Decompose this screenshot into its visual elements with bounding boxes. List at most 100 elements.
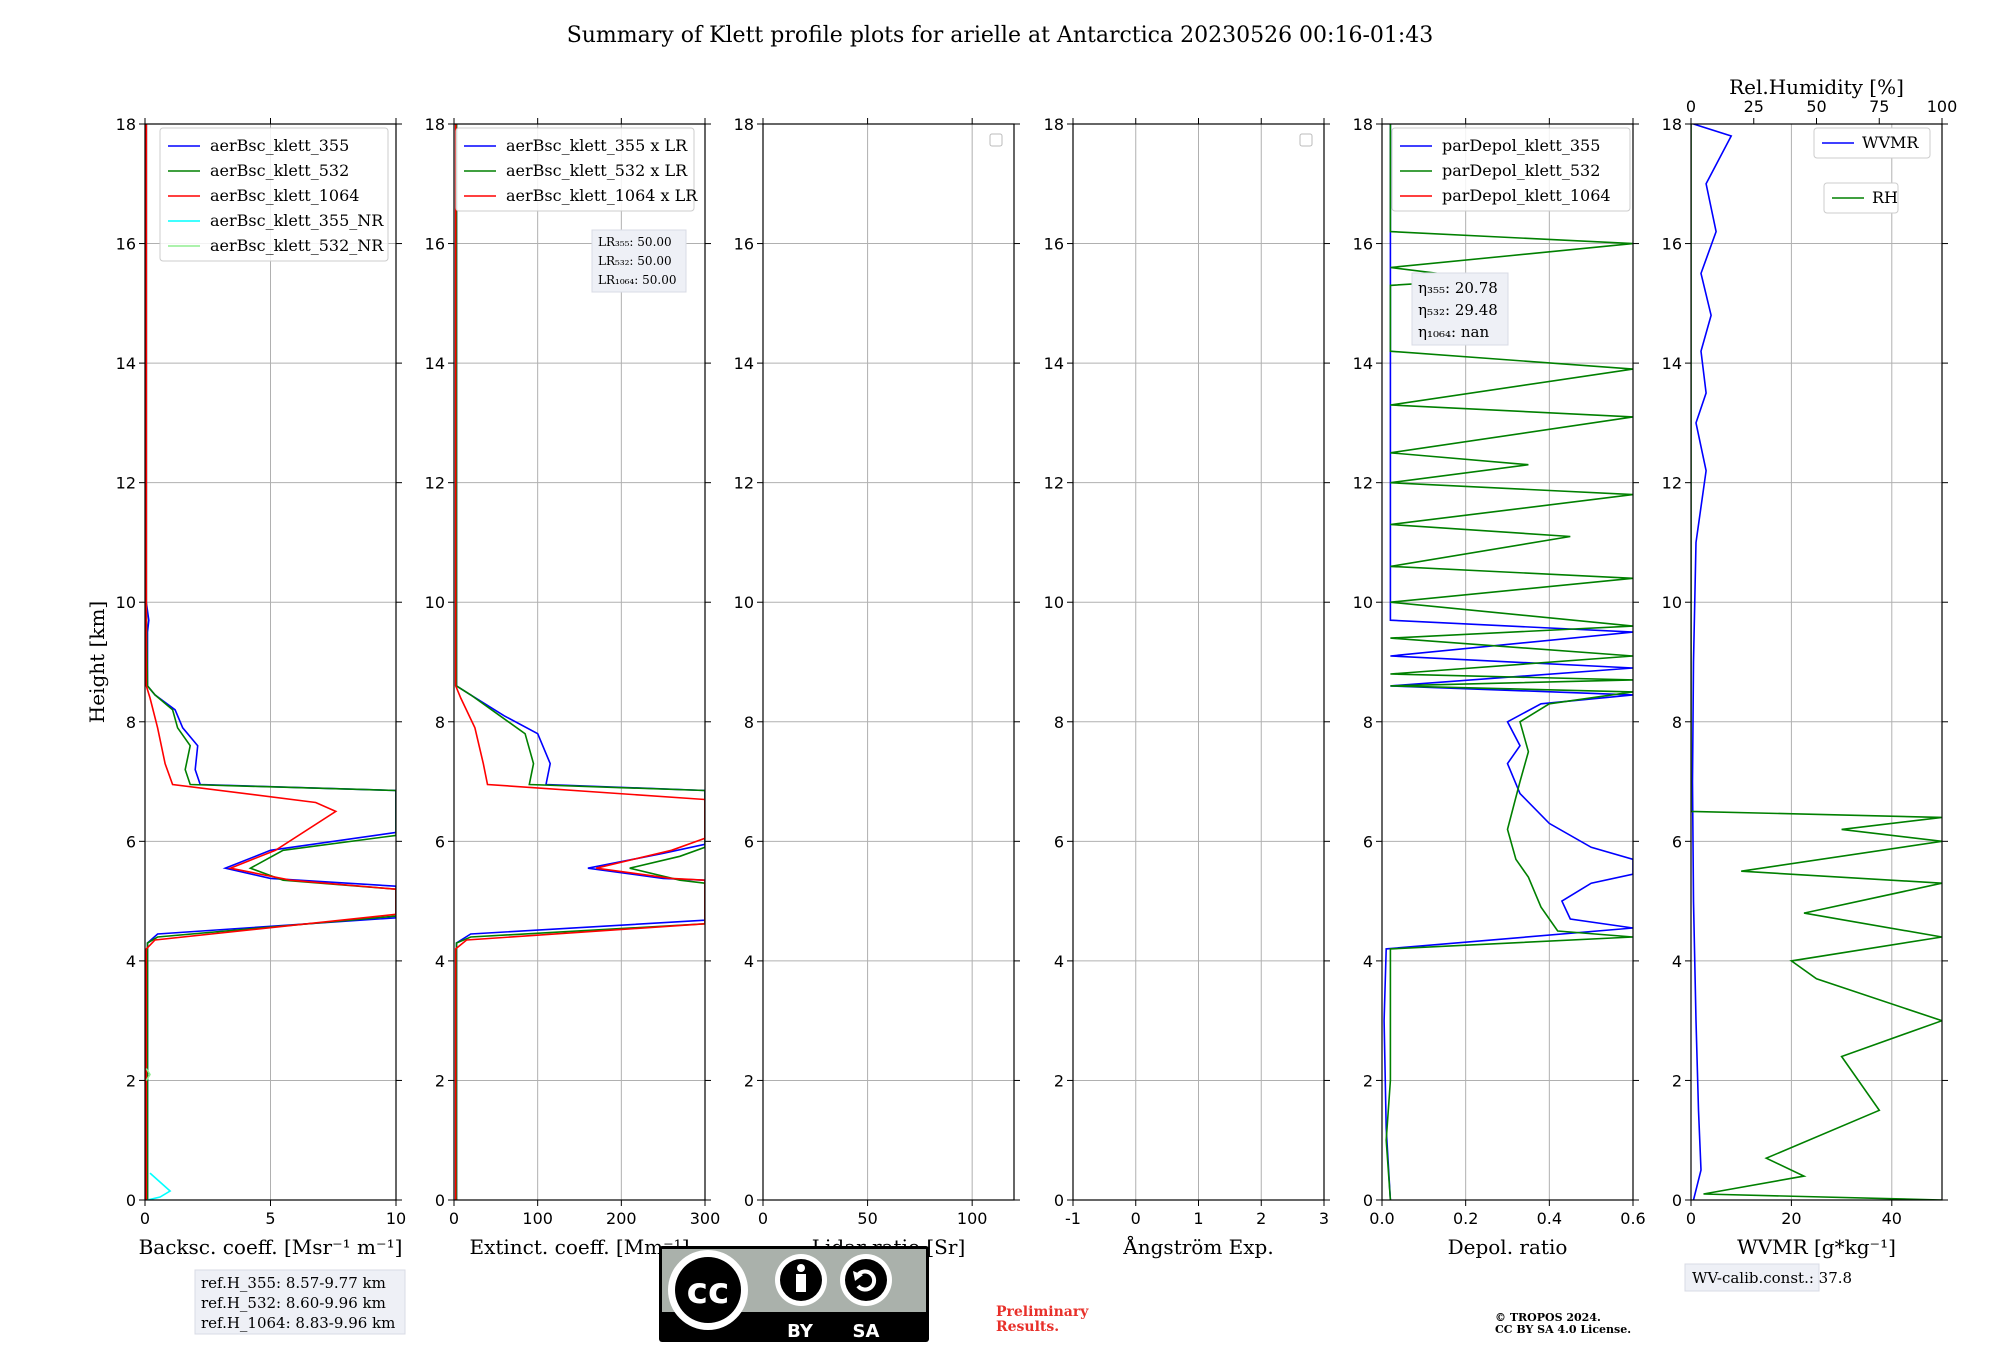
legend-label: aerBsc_klett_532 x LR — [506, 161, 688, 180]
copyright-line-1: © TROPOS 2024. — [1495, 1311, 1601, 1324]
ytick-label: 16 — [1044, 235, 1064, 254]
top-xtick-label: 100 — [1927, 97, 1958, 116]
series-parDepol_klett_532 — [1385, 124, 1633, 1200]
xtick-label: 100 — [957, 1209, 988, 1228]
cc-logo-text: cc — [687, 1271, 730, 1312]
xtick-label: 0.6 — [1620, 1209, 1645, 1228]
x-axis-label: WVMR [g*kg⁻¹] — [1737, 1235, 1896, 1259]
ytick-label: 12 — [1353, 474, 1373, 493]
ytick-label: 12 — [1044, 474, 1064, 493]
legend-box — [1391, 127, 1631, 212]
ytick-label: 8 — [435, 713, 445, 732]
lr-355: LR₃₅₅: 50.00 — [598, 235, 672, 249]
series-RH — [1691, 124, 1942, 1200]
copyright-line-2: CC BY SA 4.0 License. — [1495, 1323, 1631, 1336]
legend-label: parDepol_klett_355 — [1442, 136, 1600, 155]
ytick-label: 8 — [1672, 713, 1682, 732]
legend-label: WVMR — [1862, 133, 1919, 152]
ytick-label: 0 — [1054, 1191, 1064, 1210]
axes-frame — [1381, 123, 1634, 1201]
xtick-label: 0.0 — [1369, 1209, 1394, 1228]
series-WVMR — [1691, 124, 1733, 1200]
ytick-label: 6 — [435, 832, 445, 851]
ytick-label: 18 — [734, 115, 754, 134]
ytick-label: 8 — [744, 713, 754, 732]
wv-calib-text: WV-calib.const.: 37.8 — [1692, 1269, 1852, 1287]
ytick-label: 8 — [126, 713, 136, 732]
axes-frame — [1690, 123, 1943, 1201]
xtick-label: 0 — [140, 1209, 150, 1228]
legend-label: aerBsc_klett_532 — [210, 161, 349, 180]
lr-box: LR₃₅₅: 50.00 LR₅₃₂: 50.00 LR₁₀₆₄: 50.00 — [591, 229, 687, 293]
ytick-label: 8 — [1363, 713, 1373, 732]
eta-355: η₃₅₅: 20.78 — [1418, 279, 1498, 297]
ytick-label: 12 — [734, 474, 754, 493]
preliminary-line-2: Results. — [996, 1319, 1059, 1335]
panel-backscatter: 0 2 4 6 8 10 12 14 16 18 0 5 10 Backsc. coeff. [Msr⁻¹… — [85, 115, 406, 1259]
ytick-label: 0 — [744, 1191, 754, 1210]
legend-label: aerBsc_klett_355 — [210, 136, 349, 155]
refh-355: ref.H_355: 8.57-9.77 km — [201, 1274, 386, 1292]
ytick-label: 0 — [435, 1191, 445, 1210]
top-xtick-label: 75 — [1869, 97, 1889, 116]
ytick-label: 10 — [1044, 593, 1064, 612]
ytick-label: 0 — [1672, 1191, 1682, 1210]
legend-label: aerBsc_klett_355 x LR — [506, 136, 688, 155]
ytick-label: 12 — [425, 474, 445, 493]
figure-title: Summary of Klett profile plots for ariel… — [567, 23, 1434, 48]
xtick-label: 5 — [265, 1209, 275, 1228]
series-aerBsc_klett_355 x LR — [455, 124, 705, 1200]
ytick-label: 10 — [116, 593, 136, 612]
ytick-label: 6 — [1054, 832, 1064, 851]
xtick-label: 300 — [690, 1209, 721, 1228]
x-axis-label: Extinct. coeff. [Mm⁻¹] — [469, 1235, 689, 1259]
xtick-label: 100 — [522, 1209, 553, 1228]
ytick-label: 18 — [116, 115, 136, 134]
eta-532: η₅₃₂: 29.48 — [1418, 301, 1498, 319]
legend-label: RH — [1872, 188, 1898, 207]
xtick-label: 3 — [1319, 1209, 1329, 1228]
ytick-label: 18 — [1044, 115, 1064, 134]
eta-1064: η₁₀₆₄: nan — [1418, 323, 1489, 341]
ytick-label: 8 — [1054, 713, 1064, 732]
series-aerBsc_klett_355_NR — [147, 1172, 172, 1200]
ytick-label: 10 — [1353, 593, 1373, 612]
ytick-label: 4 — [1672, 952, 1682, 971]
ytick-label: 2 — [126, 1071, 136, 1090]
ytick-label: 18 — [1353, 115, 1373, 134]
series-aerBsc_klett_355 — [145, 124, 396, 1200]
ytick-label: 4 — [1363, 952, 1373, 971]
ytick-label: 2 — [1054, 1071, 1064, 1090]
series-aerBsc_klett_1064 x LR — [454, 124, 705, 1200]
ytick-label: 4 — [435, 952, 445, 971]
ytick-label: 2 — [744, 1071, 754, 1090]
ytick-label: 10 — [425, 593, 445, 612]
legend-label: aerBsc_klett_1064 — [210, 186, 359, 205]
xtick-label: -1 — [1065, 1209, 1081, 1228]
xtick-label: 0 — [1686, 1209, 1696, 1228]
ytick-label: 10 — [1662, 593, 1682, 612]
ytick-label: 18 — [425, 115, 445, 134]
axes-frame — [453, 123, 706, 1201]
ytick-label: 14 — [1044, 354, 1064, 373]
empty-legend-box — [1299, 133, 1313, 147]
xtick-label: 0.2 — [1453, 1209, 1478, 1228]
panels: 0 2 4 6 8 10 12 14 16 18 0 5 10 Backsc. coeff. [Msr⁻¹… — [85, 75, 1957, 1259]
refh-532: ref.H_532: 8.60-9.96 km — [201, 1294, 386, 1312]
ytick-label: 4 — [744, 952, 754, 971]
top-axis-label: Rel.Humidity [%] — [1729, 75, 1904, 99]
ytick-label: 14 — [734, 354, 754, 373]
x-axis-label: Depol. ratio — [1448, 1235, 1568, 1259]
refh-1064: ref.H_1064: 8.83-9.96 km — [201, 1314, 395, 1332]
xtick-label: 0 — [449, 1209, 459, 1228]
refh-box: ref.H_355: 8.57-9.77 km ref.H_532: 8.60-… — [194, 1269, 406, 1335]
ytick-label: 2 — [435, 1071, 445, 1090]
legend-box — [1813, 127, 1931, 159]
x-axis-label: Backsc. coeff. [Msr⁻¹ m⁻¹] — [139, 1235, 403, 1259]
xtick-label: 0 — [758, 1209, 768, 1228]
wv-calib-box: WV-calib.const.: 37.8 — [1684, 1263, 1852, 1292]
xtick-label: 2 — [1256, 1209, 1266, 1228]
